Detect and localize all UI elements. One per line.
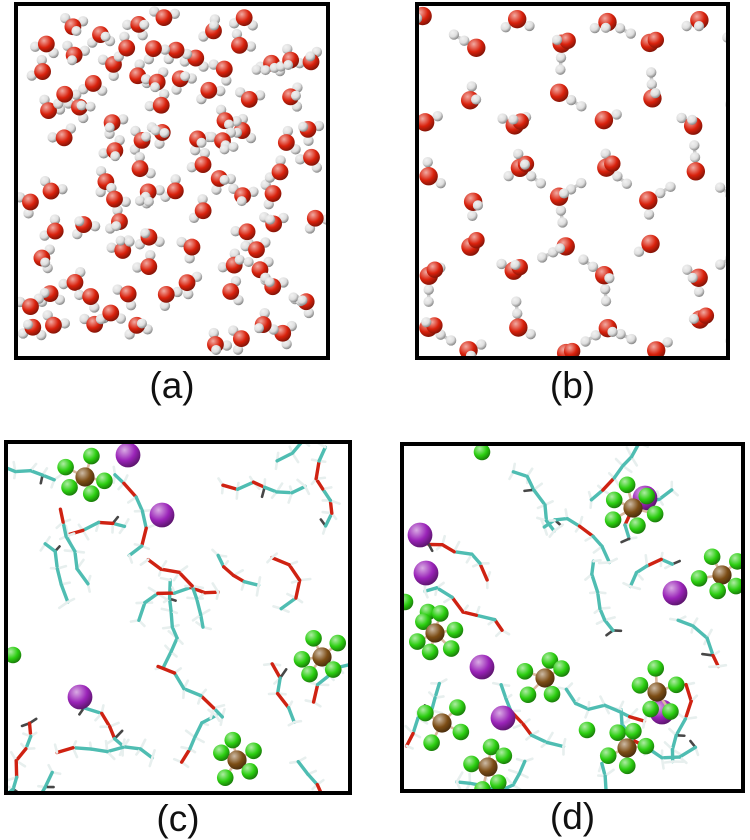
ice-lattice-rendering (419, 6, 726, 356)
caption-panel-a: (a) (14, 366, 330, 407)
liquid-water-rendering (18, 6, 326, 356)
caption-panel-b: (b) (415, 366, 730, 407)
panel-b-ice-lattice (415, 2, 730, 360)
panel-a-liquid-water (14, 2, 330, 360)
concentrated-electrolyte-rendering (404, 446, 741, 789)
caption-panel-d: (d) (400, 797, 745, 838)
caption-panel-c: (c) (4, 799, 352, 840)
dilute-electrolyte-rendering (8, 444, 348, 791)
panel-d-concentrated-electrolyte (400, 442, 745, 793)
panel-c-dilute-electrolyte (4, 440, 352, 795)
